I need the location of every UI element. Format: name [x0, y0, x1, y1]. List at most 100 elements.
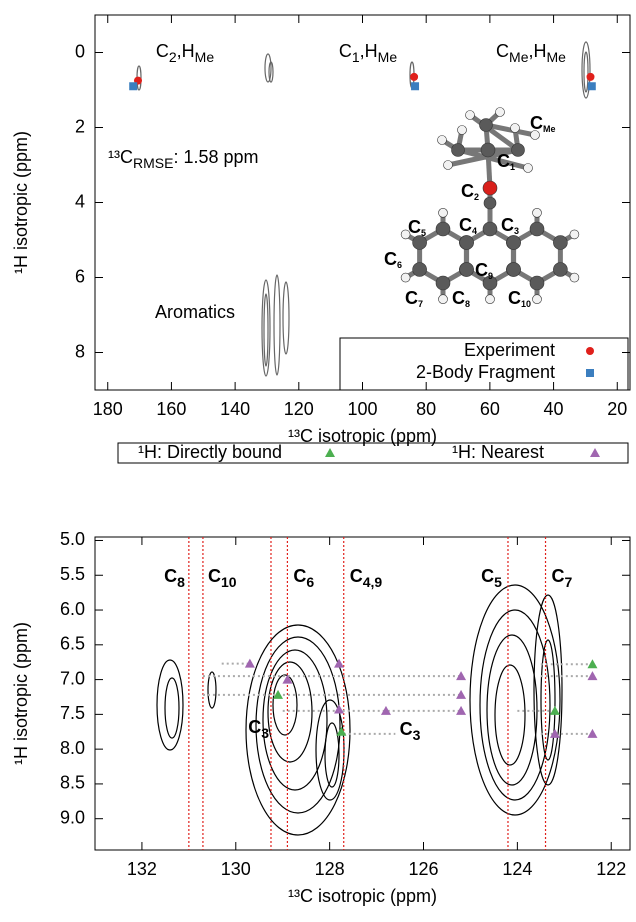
contour [494, 664, 526, 766]
inset-label: C10 [508, 288, 531, 310]
inset-label: C3 [501, 215, 519, 237]
inset-label-part: C [452, 288, 465, 308]
point [380, 705, 391, 715]
point [456, 671, 467, 681]
atom [459, 235, 474, 250]
inset-label: C1 [497, 151, 515, 173]
atom [435, 221, 451, 237]
contour [207, 671, 217, 709]
atom [438, 294, 448, 305]
peak-shape [263, 293, 269, 367]
peak-shape [268, 61, 274, 83]
atom [479, 118, 493, 132]
legend-label: 2-Body Fragment [416, 362, 555, 382]
x-tick-label: 100 [347, 399, 377, 419]
atom [412, 262, 427, 277]
point [336, 726, 347, 736]
contour [479, 609, 551, 801]
atom [506, 235, 521, 250]
annotation-part: ,H [529, 41, 547, 61]
inset-label-part: C [501, 215, 514, 235]
peak-shape [282, 281, 290, 355]
inset-label-part: C [408, 217, 421, 237]
point [456, 689, 467, 699]
x-tick-label: 180 [93, 399, 123, 419]
assignment-label: C6 [293, 566, 314, 590]
inset-label-part: C [508, 288, 521, 308]
x-tick-label: 80 [416, 399, 436, 419]
y-tick-label: 6.0 [60, 599, 85, 619]
inset-label-part: 10 [521, 299, 531, 309]
annotation: CMe,HMe [496, 41, 566, 65]
x-tick-label: 160 [156, 399, 186, 419]
inset-label-part: C [497, 151, 510, 171]
annotation-part: Aromatics [155, 302, 235, 322]
x-tick-label: 126 [408, 859, 438, 879]
atom [569, 229, 580, 240]
inset-label: C2 [461, 181, 479, 203]
annotation-part: C [400, 719, 413, 739]
y-tick-label: 7.5 [60, 703, 85, 723]
x-tick-label: 40 [544, 399, 564, 419]
assignment-label-part: 8 [177, 574, 185, 590]
assignment-label: C4,9 [350, 566, 383, 590]
assignment-label-part: 4,9 [363, 574, 383, 590]
x-tick-label: 122 [596, 859, 626, 879]
atom [495, 107, 505, 117]
point [282, 674, 293, 684]
plot-frame [94, 536, 631, 851]
assignment-label-part: C [208, 566, 221, 586]
point [244, 658, 255, 668]
annotation-part: 1 [352, 49, 360, 65]
legend-marker [325, 448, 335, 457]
x-tick-label: 132 [127, 859, 157, 879]
atom [465, 110, 475, 120]
x-tick-label: 130 [221, 859, 251, 879]
point [586, 72, 595, 81]
y-tick-label: 9.0 [60, 807, 85, 827]
contour [272, 674, 298, 736]
x-tick-label: 60 [480, 399, 500, 419]
y-tick-label: 7.0 [60, 668, 85, 688]
x-axis-label: ¹³C isotropic (ppm) [288, 426, 437, 446]
annotation-part: RMSE [133, 155, 173, 171]
atom [482, 275, 498, 291]
atom [459, 262, 474, 277]
top-spectrum [136, 41, 591, 377]
annotation: C3 [400, 719, 421, 743]
atom [400, 229, 411, 240]
assignment-label: C5 [481, 566, 502, 590]
peak-shape [581, 41, 591, 99]
assignment-label: C3 [248, 717, 269, 741]
annotation-part: Me [547, 49, 567, 65]
atom [530, 130, 540, 140]
peak-shape [273, 274, 281, 376]
annotation-part: 3 [413, 727, 421, 743]
atom [529, 221, 545, 237]
point [549, 728, 560, 738]
contour [156, 659, 184, 751]
inset-label-part: C [475, 260, 488, 280]
legend-box [339, 337, 629, 391]
x-tick-label: 20 [607, 399, 627, 419]
inset-label: C7 [405, 288, 423, 310]
contour [164, 677, 180, 739]
assignment-label-part: 7 [565, 574, 573, 590]
inset-label-part: 7 [418, 299, 423, 309]
atom [529, 275, 545, 291]
inset-label-part: 5 [421, 228, 426, 238]
atom [523, 163, 533, 173]
bond [485, 122, 536, 138]
atom [532, 208, 542, 218]
assignment-label-part: C [248, 717, 261, 737]
inset-label-part: C [405, 288, 418, 308]
atom [485, 294, 495, 305]
point [549, 705, 560, 715]
assignment-label-part: C [164, 566, 177, 586]
atom [483, 196, 497, 210]
assignment-label-part: 10 [221, 574, 237, 590]
contour [486, 634, 538, 786]
atom [506, 262, 521, 277]
contour [267, 661, 313, 763]
